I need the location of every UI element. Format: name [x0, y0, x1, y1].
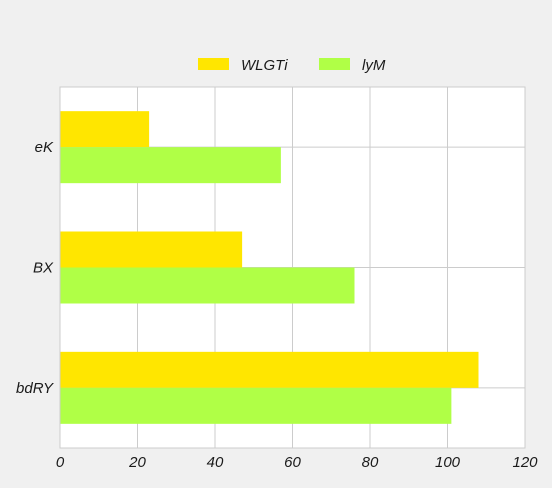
y-category-label: BX [33, 260, 54, 277]
legend-label: WLGTi [241, 57, 288, 74]
bar-WLGTi-bdRY [60, 352, 479, 388]
x-axis-ticks: 0 20 40 60 80 100 120 [56, 454, 538, 471]
bar-lyM-BX [60, 268, 355, 304]
x-tick-label: 20 [128, 454, 146, 471]
bar-lyM-eK [60, 147, 281, 183]
bar-WLGTi-eK [60, 111, 149, 147]
y-category-label: bdRY [16, 380, 54, 397]
x-tick-label: 40 [207, 454, 224, 471]
legend-label: lyM [362, 57, 386, 74]
x-tick-label: 0 [56, 454, 65, 471]
bar-lyM-bdRY [60, 388, 451, 424]
legend-swatch [198, 58, 229, 70]
y-axis-labels: eK BX bdRY [16, 139, 54, 397]
legend-swatch [319, 58, 350, 70]
y-category-label: eK [35, 139, 54, 156]
x-tick-label: 100 [435, 454, 461, 471]
x-tick-label: 60 [284, 454, 301, 471]
x-tick-label: 80 [362, 454, 379, 471]
x-tick-label: 120 [512, 454, 538, 471]
legend: WLGTi lyM [198, 57, 386, 74]
bar-WLGTi-BX [60, 232, 242, 268]
